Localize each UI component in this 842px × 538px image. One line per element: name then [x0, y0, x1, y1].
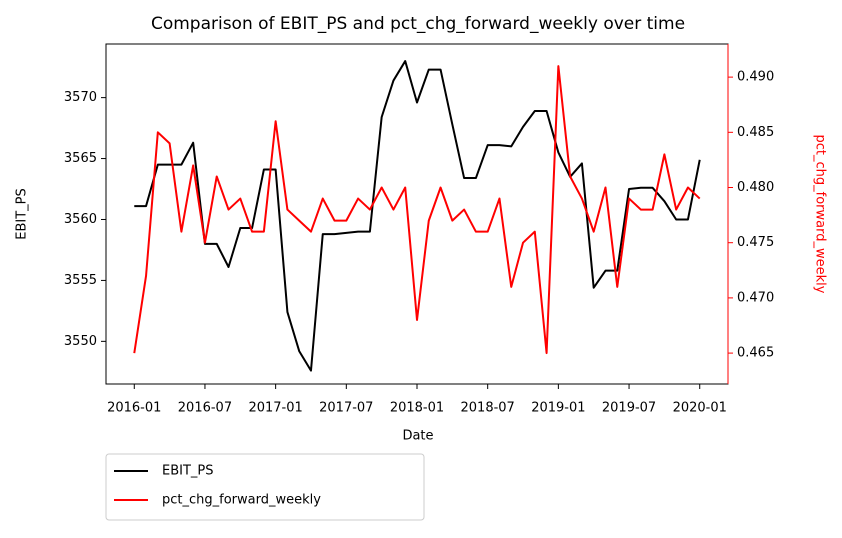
x-tick-label: 2017-07	[319, 401, 373, 416]
y-tick-label: 3550	[64, 334, 97, 349]
x-axis-label: Date	[402, 429, 433, 444]
x-tick-label: 2018-07	[461, 401, 515, 416]
y2-tick-label: 0.470	[737, 290, 774, 305]
series-line	[134, 60, 701, 372]
x-tick-label: 2016-01	[107, 401, 161, 416]
y-tick-label: 3555	[64, 273, 97, 288]
y2-tick-label: 0.480	[737, 180, 774, 195]
y2-tick-label: 0.485	[737, 125, 774, 140]
x-tick-label: 2017-01	[248, 401, 302, 416]
y2-tick-label: 0.475	[737, 235, 774, 250]
x-tick-label: 2019-01	[531, 401, 585, 416]
y-tick-label: 3560	[64, 212, 97, 227]
y-tick-label: 3570	[64, 90, 97, 105]
x-tick-label: 2016-07	[178, 401, 232, 416]
legend-box	[105, 453, 425, 521]
x-tick-label: 2018-01	[390, 401, 444, 416]
chart-title: Comparison of EBIT_PS and pct_chg_forwar…	[151, 14, 685, 34]
x-tick-label: 2020-01	[673, 401, 727, 416]
y-tick-label: 3565	[64, 151, 97, 166]
y2-tick-label: 0.465	[737, 346, 774, 361]
legend-label: EBIT_PS	[162, 464, 214, 479]
y-axis-label: EBIT_PS	[15, 188, 30, 240]
plot-frame	[105, 43, 729, 385]
legend-label: pct_chg_forward_weekly	[162, 493, 321, 508]
series-line	[133, 65, 701, 355]
y2-axis-label: pct_chg_forward_weekly	[813, 135, 828, 294]
y2-tick-label: 0.490	[737, 70, 774, 85]
x-tick-label: 2019-07	[602, 401, 656, 416]
